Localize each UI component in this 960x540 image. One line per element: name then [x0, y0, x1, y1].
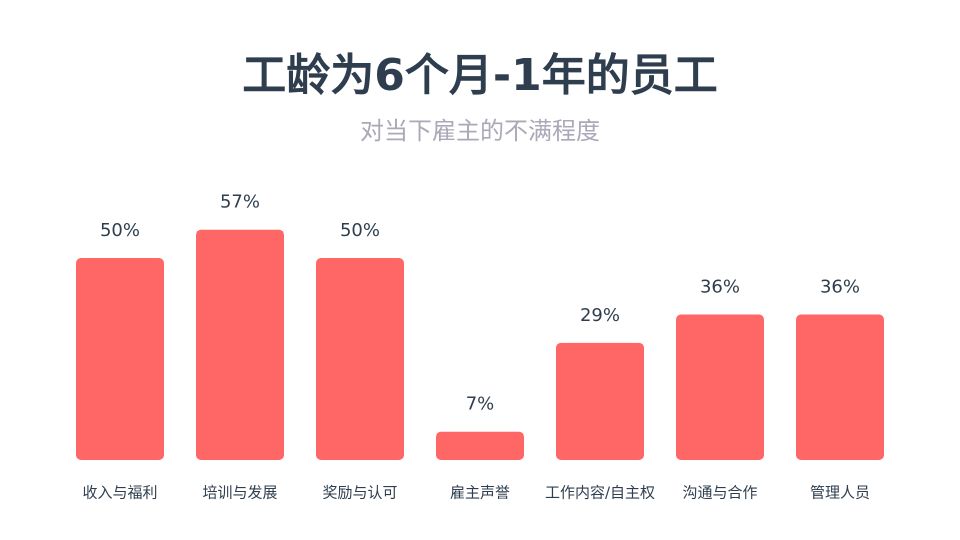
chart-title: 工龄为6个月-1年的员工: [242, 50, 718, 101]
x-tick-label: 收入与福利: [82, 484, 157, 502]
bar: [676, 314, 764, 460]
bar: [556, 342, 644, 460]
value-label: 7%: [466, 394, 495, 415]
x-tick-label: 奖励与认可: [322, 484, 397, 502]
bar: [436, 431, 524, 460]
value-label: 50%: [100, 220, 140, 241]
x-tick-label: 工作内容/自主权: [545, 484, 655, 502]
x-tick-label: 管理人员: [810, 484, 870, 502]
bar: [316, 258, 404, 460]
bar: [196, 229, 284, 460]
bar: [76, 258, 164, 460]
value-label: 50%: [340, 220, 380, 241]
x-tick-label: 沟通与合作: [682, 484, 757, 502]
x-tick-label: 培训与发展: [202, 484, 277, 502]
value-label: 29%: [580, 305, 620, 326]
x-tick-label: 雇主声誉: [450, 484, 510, 502]
value-label: 36%: [820, 277, 860, 298]
chart-subtitle: 对当下雇主的不满程度: [360, 117, 600, 145]
value-label: 57%: [220, 192, 260, 213]
bar: [796, 314, 884, 460]
value-label: 36%: [700, 277, 740, 298]
